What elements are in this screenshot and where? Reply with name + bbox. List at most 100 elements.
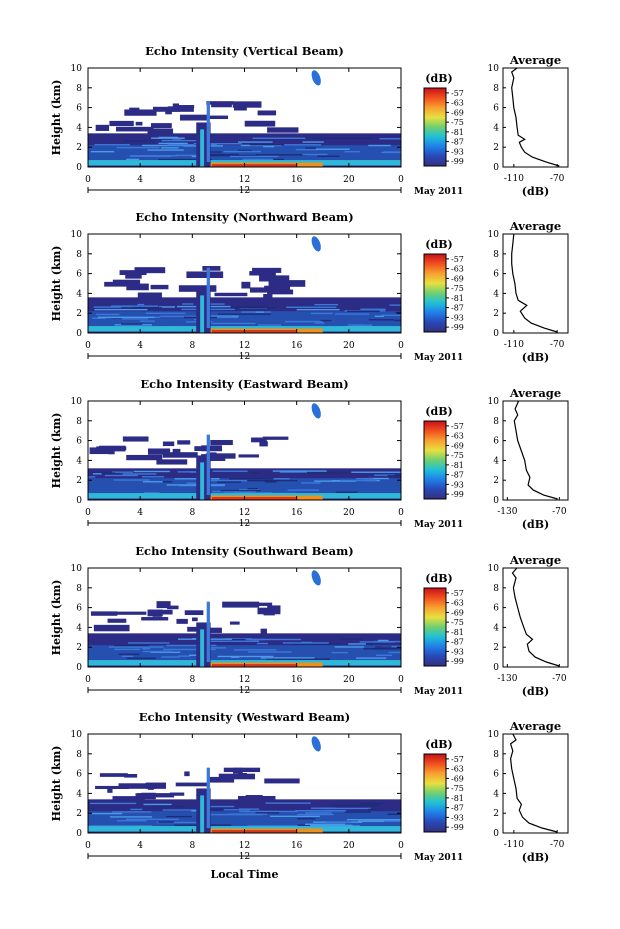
echo-streak xyxy=(356,657,387,659)
echo-streak xyxy=(367,808,377,811)
echo-streak xyxy=(279,471,308,473)
echo-streak xyxy=(301,482,321,484)
echo-streak xyxy=(158,306,175,308)
convection-top xyxy=(206,601,210,663)
x-tick-label: 12 xyxy=(239,175,250,185)
echo-streak xyxy=(334,646,365,648)
echo-streak xyxy=(224,638,253,640)
y-tick-label: 8 xyxy=(76,84,82,94)
echo-streak xyxy=(229,478,275,480)
x-tick-label: 16 xyxy=(291,841,303,851)
echo-streak xyxy=(348,643,367,645)
echo-band-surface-core xyxy=(211,497,297,500)
echo-patch xyxy=(107,786,113,793)
panel-title: Echo Intensity (Southward Beam) xyxy=(135,544,353,558)
y-axis-label: Height (km) xyxy=(50,246,63,322)
echo-streak xyxy=(381,151,401,154)
echo-streak xyxy=(158,158,213,161)
echo-streak xyxy=(133,470,170,473)
echo-streak xyxy=(266,158,284,161)
echo-streak xyxy=(91,812,123,815)
echo-patch xyxy=(95,124,110,131)
echo-streak xyxy=(212,470,248,472)
echo-patch xyxy=(115,126,154,132)
echo-streak xyxy=(175,154,205,157)
y-tick-label: 2 xyxy=(76,143,82,153)
upper-echo-blob xyxy=(311,403,321,419)
colorbar-tick-label: -57 xyxy=(451,422,464,431)
colorbar-tick-label: -99 xyxy=(451,657,464,666)
echo-streak xyxy=(127,642,170,644)
echo-patch xyxy=(89,447,113,455)
echo-streak xyxy=(297,817,316,820)
y-axis-label: Height (km) xyxy=(50,746,63,822)
echo-streak xyxy=(230,656,240,658)
echo-patch xyxy=(184,771,190,777)
echo-patch xyxy=(244,120,276,127)
echo-patch xyxy=(162,441,175,447)
echo-patch xyxy=(260,628,267,634)
echo-streak xyxy=(206,151,222,153)
echo-streak xyxy=(358,820,385,823)
echo-patch xyxy=(238,772,248,779)
colorbar-tick-label: -81 xyxy=(451,461,464,470)
echo-patch xyxy=(202,266,221,271)
echo-patch xyxy=(150,284,169,290)
x-tick-label: 0 xyxy=(85,341,91,351)
x-tick-label: 16 xyxy=(291,675,303,685)
echo-patch xyxy=(129,107,140,111)
profile-y-tick-label: 6 xyxy=(493,770,499,780)
echo-patch xyxy=(264,778,300,784)
echo-streak xyxy=(374,315,385,317)
echo-streak xyxy=(256,642,269,645)
echo-streak xyxy=(126,158,140,161)
echo-patch xyxy=(249,287,280,293)
echo-streak xyxy=(297,824,311,826)
y-tick-label: 0 xyxy=(76,163,82,173)
y-tick-label: 10 xyxy=(71,230,83,240)
profile-y-tick-label: 4 xyxy=(493,123,499,133)
echo-streak xyxy=(206,303,225,305)
echo-streak xyxy=(122,140,154,142)
echo-streak xyxy=(237,149,252,152)
echo-streak xyxy=(305,823,346,825)
echo-patch xyxy=(125,272,142,279)
echo-streak xyxy=(393,319,401,322)
x-tick-label: 20 xyxy=(343,508,355,518)
echo-streak xyxy=(314,322,325,324)
colorbar-tick-label: -75 xyxy=(451,618,464,627)
echo-streak xyxy=(263,145,275,148)
colorbar xyxy=(423,253,447,333)
echo-streak xyxy=(121,655,134,658)
echo-patch xyxy=(150,123,172,129)
echo-streak xyxy=(160,315,208,318)
echo-streak xyxy=(121,323,143,325)
echo-streak xyxy=(141,476,165,478)
echo-patch xyxy=(95,785,129,790)
echo-patch xyxy=(156,459,188,465)
echo-streak xyxy=(130,808,143,811)
echo-streak xyxy=(205,153,239,156)
echo-streak xyxy=(116,146,160,149)
echo-streak xyxy=(172,139,182,141)
echo-patch xyxy=(233,106,247,111)
y-tick-label: 0 xyxy=(76,829,82,839)
echo-patch xyxy=(232,101,262,108)
echo-streak xyxy=(287,489,320,491)
y-tick-label: 6 xyxy=(76,604,82,614)
profile-y-tick-label: 8 xyxy=(493,84,499,94)
echo-patch xyxy=(147,448,171,455)
date-marker-label: 12 xyxy=(239,686,250,696)
echo-streak xyxy=(118,653,140,656)
x-tick-label: 0 xyxy=(398,508,404,518)
x-tick-label: 8 xyxy=(189,341,195,351)
colorbar-tick-label: -75 xyxy=(451,784,464,793)
echo-patch xyxy=(238,454,260,458)
echo-streak xyxy=(391,645,401,648)
y-tick-label: 0 xyxy=(76,329,82,339)
colorbar-tick-label: -81 xyxy=(451,128,464,137)
x-tick-label: 20 xyxy=(343,175,355,185)
echo-streak xyxy=(295,148,318,151)
echo-streak xyxy=(122,473,157,475)
echo-patch xyxy=(122,436,149,442)
